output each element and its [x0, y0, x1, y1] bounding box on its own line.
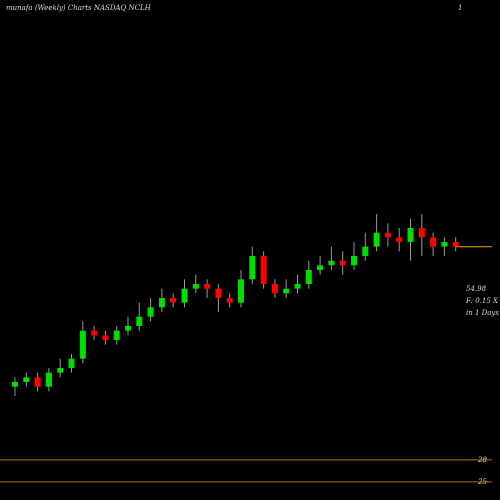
candle-body [158, 298, 165, 308]
chart-title: munafa (Weekly) Charts NASDAQ NCLH [6, 4, 152, 12]
candle-body [181, 288, 188, 303]
candle-body [113, 330, 120, 340]
candle-body [192, 284, 199, 289]
candle-body [45, 372, 52, 387]
candle-body [294, 284, 301, 289]
candle-body [260, 256, 267, 284]
candle-body [418, 228, 425, 238]
candle-body [430, 237, 437, 247]
candle-body [441, 242, 448, 247]
candle-body [125, 326, 131, 331]
candle-body [136, 316, 143, 326]
candle-body [170, 298, 177, 303]
candle-body [305, 270, 312, 284]
candle-body [79, 330, 86, 359]
corner-label: 1 [458, 4, 462, 12]
candle-body [271, 284, 278, 294]
candle-body [34, 377, 41, 387]
y-tick-label: 25 [477, 478, 487, 486]
candle-body [57, 368, 64, 373]
candle-body [407, 228, 414, 242]
candle-body [102, 335, 109, 340]
candle-body [283, 288, 290, 294]
annotation: F: 0.15 X [465, 297, 499, 305]
last-price-label: 54.98 [466, 285, 487, 293]
annotation: in 1 Days [466, 309, 499, 317]
candle-body [351, 256, 357, 266]
candle-body [68, 358, 75, 368]
candle-body [452, 242, 459, 247]
candle-body [147, 307, 154, 317]
candle-body [215, 288, 222, 298]
candle-body [204, 284, 211, 289]
candle-body [339, 260, 346, 266]
candle-body [317, 265, 324, 270]
candle-body [396, 237, 403, 242]
candle-body [373, 232, 380, 247]
candle-body [23, 377, 30, 382]
y-tick-label: 28 [477, 456, 487, 464]
candle-body [12, 382, 18, 387]
candle-body [328, 260, 335, 266]
candle-body [226, 298, 233, 303]
candle-body [238, 279, 244, 303]
candle-body [362, 246, 369, 256]
candle-body [384, 232, 391, 238]
candle-body [91, 330, 98, 336]
candle-body [249, 256, 256, 280]
